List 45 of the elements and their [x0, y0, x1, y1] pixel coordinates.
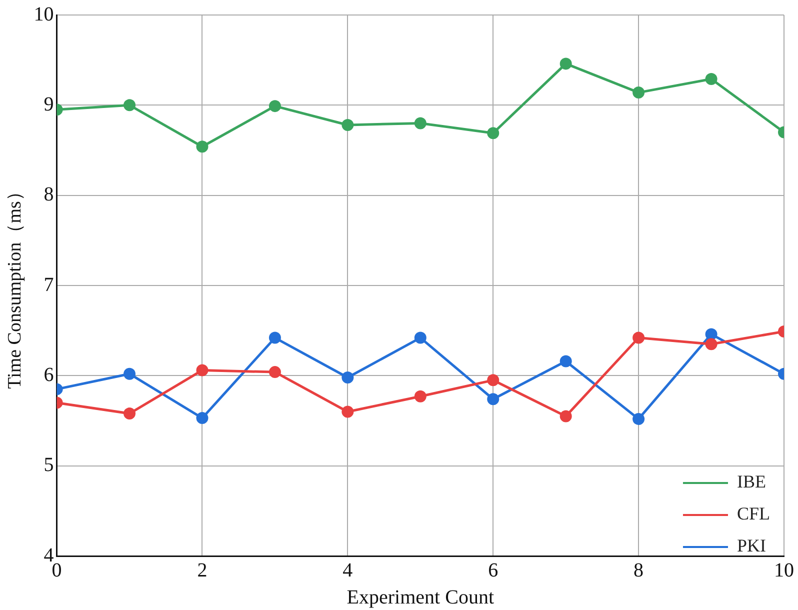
x-tick-label: 6	[488, 559, 498, 582]
point	[632, 86, 645, 99]
x-tick-label: 0	[52, 559, 62, 582]
x-tick-label: 2	[197, 559, 208, 582]
point	[124, 408, 136, 420]
point	[487, 393, 500, 406]
point	[414, 332, 426, 344]
point	[268, 366, 281, 378]
y-tick-label: 9	[44, 93, 54, 116]
y-axis-title: Time Consumption（ms）	[4, 182, 26, 389]
point	[342, 119, 354, 132]
point	[268, 332, 281, 344]
point	[487, 374, 500, 386]
point	[632, 412, 645, 425]
point	[268, 100, 281, 112]
point	[124, 99, 136, 112]
x-axis-title: Experiment Count	[346, 586, 494, 608]
y-tick-label: 5	[44, 454, 54, 476]
point	[632, 332, 645, 344]
point	[705, 328, 718, 340]
legend-label: PKI	[736, 536, 766, 556]
x-tick-label: 8	[634, 559, 644, 582]
legend-label: CFL	[736, 504, 770, 524]
point	[705, 73, 718, 86]
point	[342, 371, 354, 384]
y-tick-label: 4	[44, 544, 54, 566]
point	[705, 338, 718, 350]
y-tick-label: 6	[44, 364, 54, 386]
y-tick-label: 7	[44, 274, 54, 296]
point	[560, 58, 572, 70]
point	[342, 406, 354, 418]
point	[560, 410, 572, 422]
point	[196, 364, 208, 376]
point	[196, 412, 208, 424]
x-tick-label: 10	[774, 559, 794, 582]
y-tick-label: 10	[34, 3, 54, 26]
x-tick-label: 4	[342, 559, 353, 582]
point	[414, 390, 426, 402]
point	[560, 355, 572, 368]
point	[196, 140, 208, 153]
legend-label: IBE	[736, 472, 766, 492]
point	[487, 127, 500, 140]
point	[124, 368, 136, 380]
y-tick-label: 8	[44, 184, 54, 206]
point	[414, 117, 426, 130]
